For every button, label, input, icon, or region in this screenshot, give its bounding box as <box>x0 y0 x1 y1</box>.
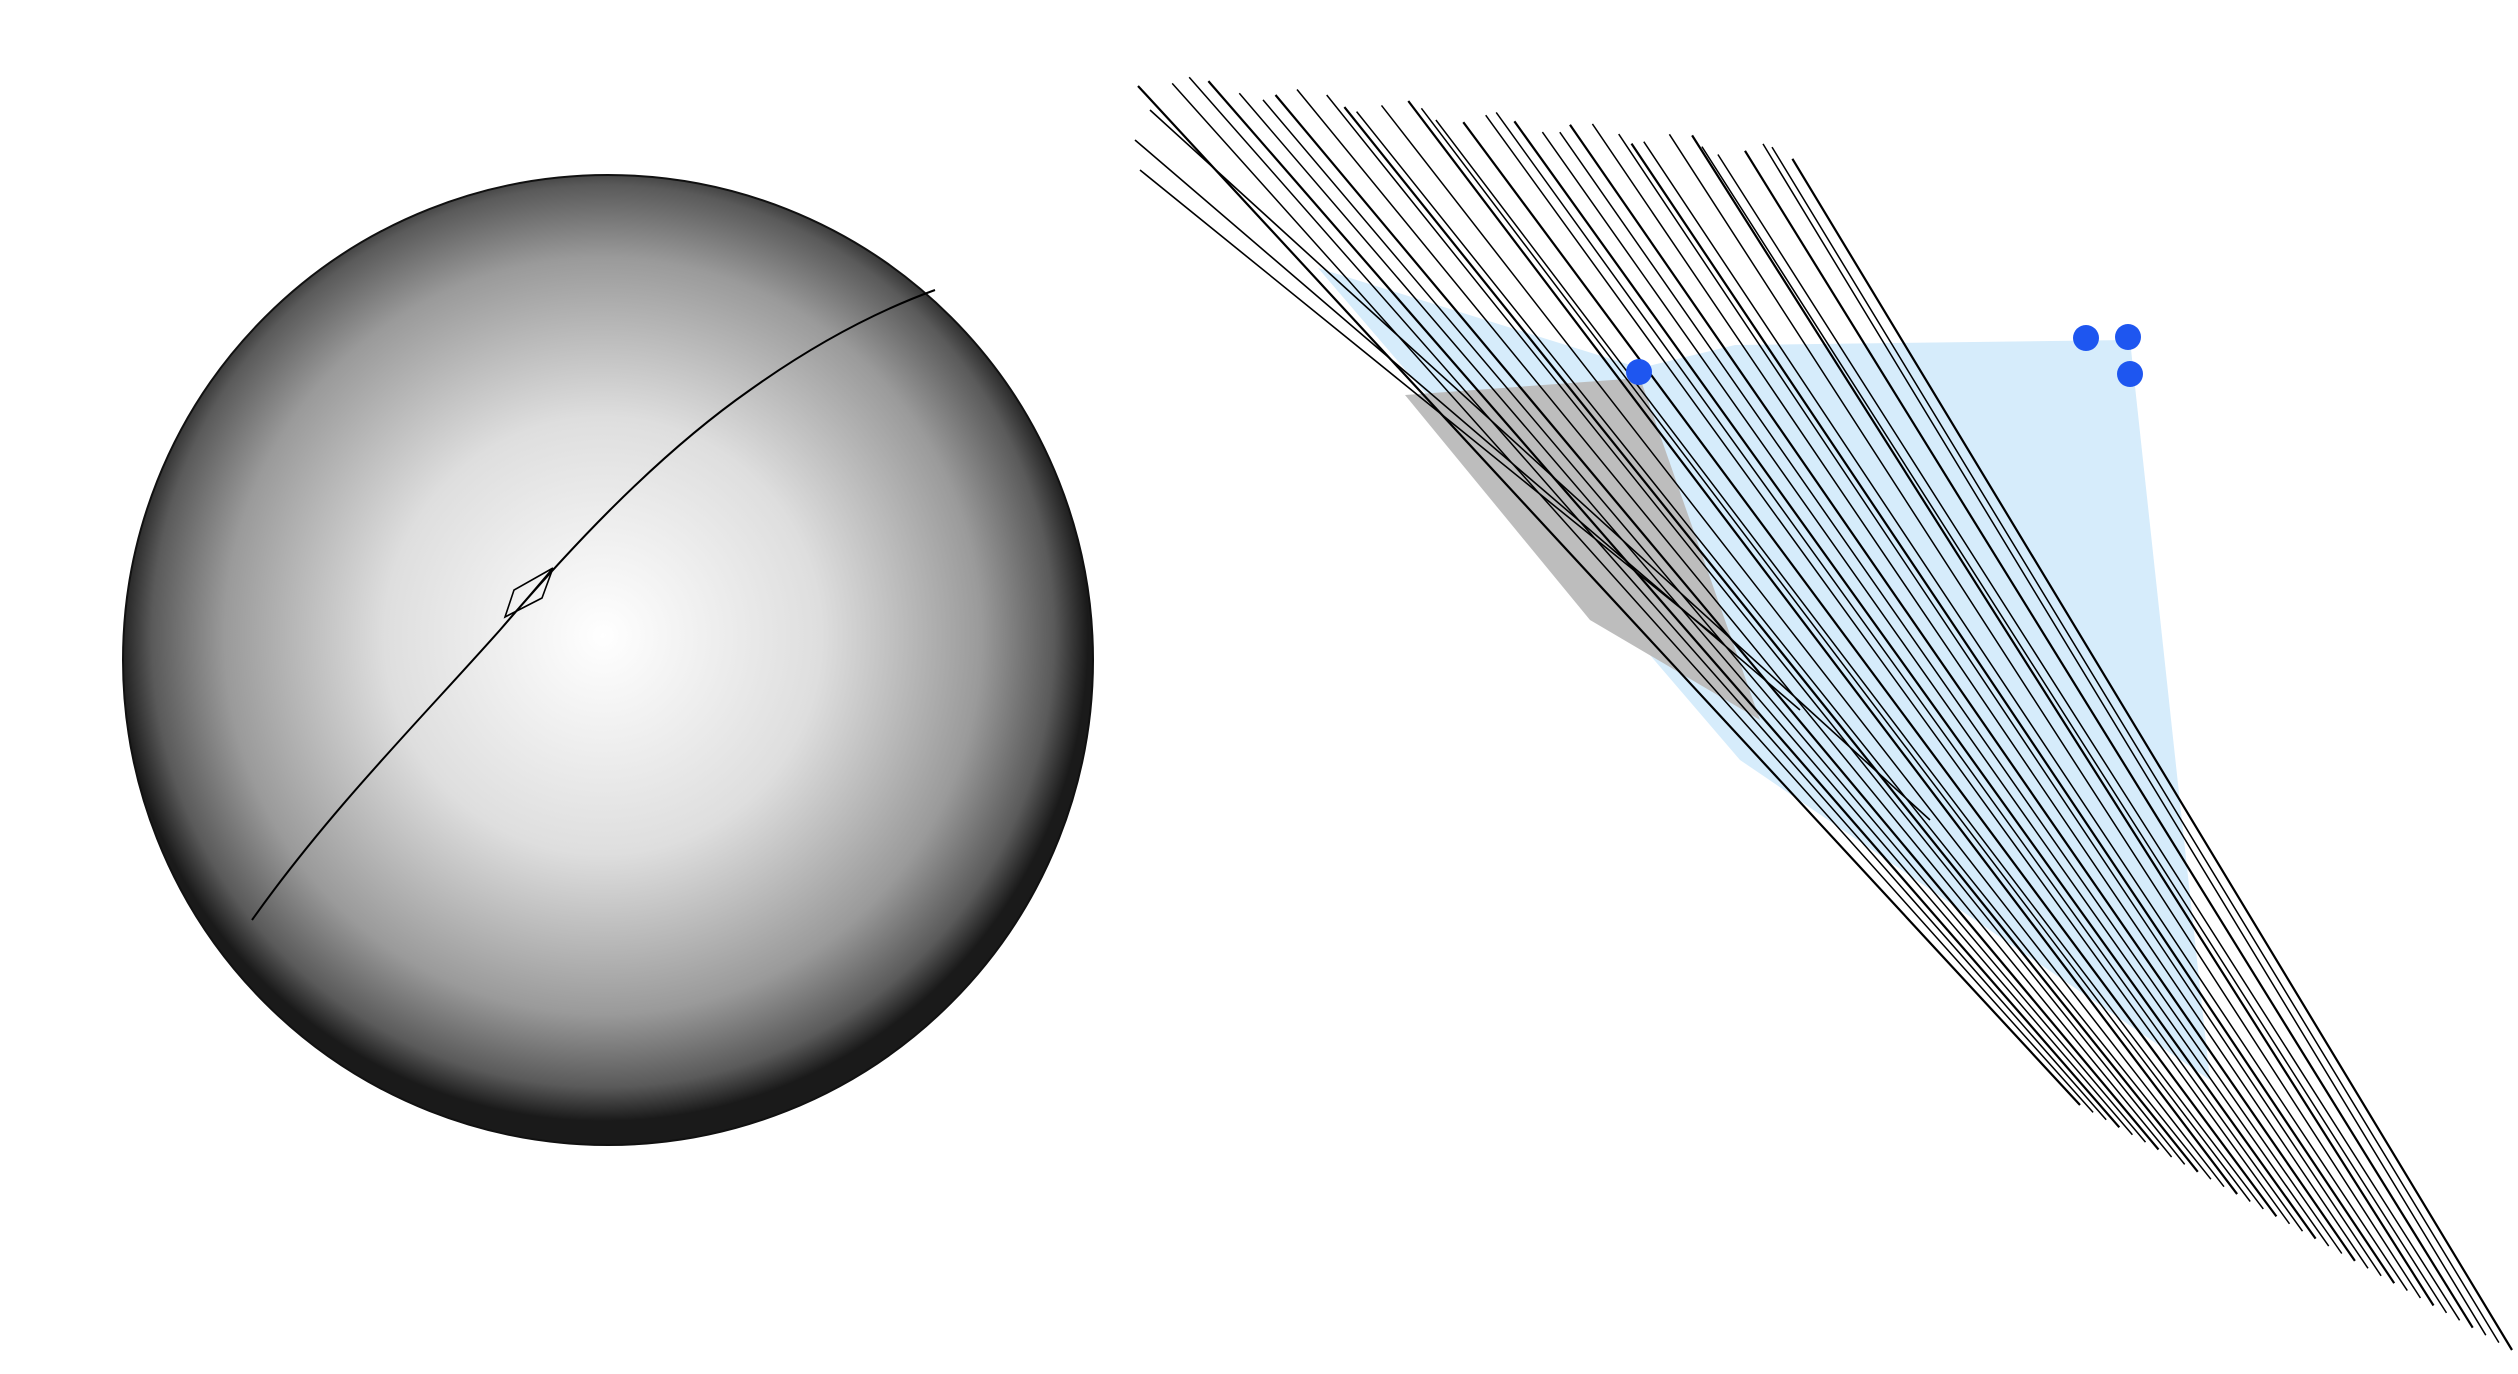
family-line <box>1541 131 2330 1247</box>
family-line <box>1188 76 2107 1121</box>
control-points <box>1626 324 2143 387</box>
line-family-panel <box>1134 76 2513 1351</box>
control-point[interactable] <box>2073 325 2099 351</box>
sphere-diamond <box>503 567 554 623</box>
light-blue-region <box>1318 268 2210 1080</box>
family-line <box>1139 169 1721 641</box>
family-line <box>1207 80 2121 1129</box>
family-line <box>1569 124 2356 1262</box>
family-line <box>1495 111 2304 1232</box>
family-line <box>1262 99 2147 1143</box>
family-line <box>1435 119 2264 1210</box>
family-line <box>1356 111 2212 1180</box>
family-line <box>1744 150 2474 1329</box>
control-point[interactable] <box>2115 324 2141 350</box>
family-line <box>1630 142 2396 1284</box>
sphere <box>122 174 1094 1146</box>
family-line <box>1717 154 2461 1321</box>
family-line <box>1668 133 2422 1299</box>
family-line <box>1691 134 2435 1307</box>
sphere-panel <box>122 174 1094 1146</box>
family-line <box>1343 106 2199 1173</box>
family-line <box>1618 133 2382 1277</box>
family-line <box>1238 92 2133 1136</box>
gray-region <box>1405 378 1760 720</box>
family-line <box>1701 146 2448 1314</box>
family-line <box>1771 146 2500 1343</box>
family-line <box>1791 158 2513 1351</box>
control-point[interactable] <box>2117 361 2143 387</box>
family-line <box>1407 100 2238 1195</box>
family-line <box>1513 120 2317 1240</box>
family-line <box>1296 89 2173 1158</box>
family-line <box>1591 123 2369 1269</box>
control-point[interactable] <box>1626 359 1652 385</box>
family-line <box>1149 109 1931 821</box>
family-line <box>1462 121 2278 1218</box>
family-line <box>1274 94 2160 1151</box>
family-line <box>1171 82 2094 1113</box>
family-line <box>1559 131 2343 1254</box>
family-line <box>1326 94 2186 1165</box>
family-line <box>1137 85 2081 1106</box>
family-line <box>1643 141 2408 1292</box>
family-line <box>1762 143 2487 1336</box>
family-line <box>1380 104 2225 1188</box>
family-line <box>1485 114 2291 1225</box>
family-line <box>1420 107 2251 1202</box>
sphere-curve <box>251 289 936 921</box>
line-family <box>1134 76 2513 1351</box>
